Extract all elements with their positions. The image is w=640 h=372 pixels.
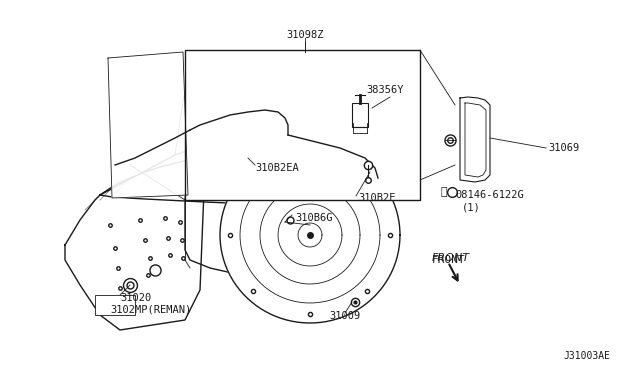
Text: 38356Y: 38356Y	[366, 85, 404, 95]
Text: 3102MP(REMAN): 3102MP(REMAN)	[110, 305, 191, 315]
Polygon shape	[220, 147, 400, 323]
Text: 31020: 31020	[120, 293, 151, 303]
Polygon shape	[65, 150, 205, 330]
Text: 08146-6122G: 08146-6122G	[455, 190, 524, 200]
Polygon shape	[298, 223, 322, 247]
Polygon shape	[460, 97, 490, 182]
Text: 31098Z: 31098Z	[286, 30, 324, 40]
Text: 310B2E: 310B2E	[358, 193, 396, 203]
Bar	[95, 295, 135, 315]
Polygon shape	[185, 143, 390, 276]
Text: 310B2EA: 310B2EA	[255, 163, 299, 173]
Text: FRONT: FRONT	[432, 253, 470, 263]
Text: (1): (1)	[462, 202, 481, 212]
Bar	[185, 50, 420, 200]
Bar	[352, 103, 368, 127]
Text: Ⓑ: Ⓑ	[441, 187, 447, 197]
Text: 31069: 31069	[548, 143, 579, 153]
Text: J31003AE: J31003AE	[563, 351, 610, 361]
Text: 310B6G: 310B6G	[295, 213, 333, 223]
Polygon shape	[100, 147, 350, 204]
Text: FRONT: FRONT	[432, 255, 466, 265]
Polygon shape	[108, 52, 188, 198]
Text: 31009: 31009	[330, 311, 360, 321]
